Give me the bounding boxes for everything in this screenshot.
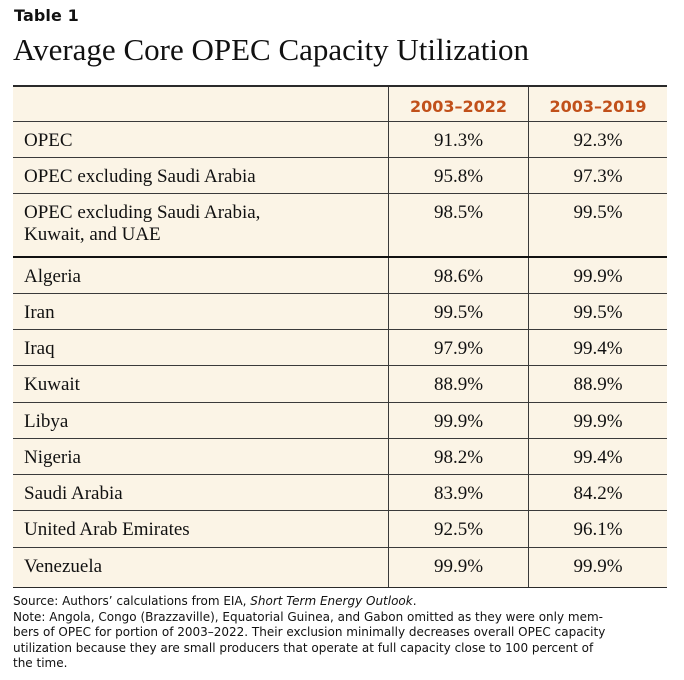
row-value-2003-2019: 99.4% (528, 330, 667, 365)
row-value-2003-2022: 95.8% (388, 158, 528, 193)
row-value-2003-2022: 88.9% (388, 366, 528, 402)
table-row: United Arab Emirates 92.5% 96.1% (13, 510, 667, 547)
table-row: Nigeria 98.2% 99.4% (13, 438, 667, 474)
source-prefix: Source: Authors’ calculations from EIA, (13, 594, 251, 608)
row-value-2003-2022: 92.5% (388, 511, 528, 547)
table-title: Average Core OPEC Capacity Utilization (13, 32, 529, 67)
header-cell-name (13, 87, 388, 121)
row-name: Iraq (24, 338, 55, 359)
row-value-2003-2019: 88.9% (528, 366, 667, 402)
row-value-2003-2022: 97.9% (388, 330, 528, 365)
note-line: bers of OPEC for portion of 2003–2022. T… (13, 625, 606, 639)
row-name: United Arab Emirates (24, 519, 190, 540)
table-header-row: 2003–2022 2003–2019 (13, 87, 667, 121)
table-row: Saudi Arabia 83.9% 84.2% (13, 474, 667, 510)
row-value-2003-2019: 99.9% (528, 548, 667, 587)
row-name: Saudi Arabia (24, 483, 123, 504)
row-name: Libya (24, 411, 69, 432)
row-value-2003-2019: 92.3% (528, 122, 667, 157)
table-row: Algeria 98.6% 99.9% (13, 256, 667, 293)
row-value-2003-2019: 99.4% (528, 439, 667, 474)
data-table: 2003–2022 2003–2019 OPEC 91.3% 92.3% OPE… (13, 85, 667, 588)
row-name: OPEC (24, 130, 73, 151)
table-row: Iraq 97.9% 99.4% (13, 329, 667, 365)
table-row: OPEC excluding Saudi Arabia, Kuwait, and… (13, 193, 667, 256)
row-value-2003-2022: 99.5% (388, 294, 528, 329)
table-row: Kuwait 88.9% 88.9% (13, 365, 667, 402)
row-value-2003-2019: 84.2% (528, 475, 667, 510)
row-value-2003-2022: 91.3% (388, 122, 528, 157)
row-name: Algeria (24, 266, 81, 287)
row-value-2003-2019: 99.9% (528, 258, 667, 293)
table-row: Libya 99.9% 99.9% (13, 402, 667, 438)
row-value-2003-2022: 98.6% (388, 258, 528, 293)
row-value-2003-2022: 83.9% (388, 475, 528, 510)
table-row: Iran 99.5% 99.5% (13, 293, 667, 329)
row-name-line2: Kuwait, and UAE (24, 224, 161, 245)
note-text: Note: Angola, Congo (Brazzaville), Equat… (13, 610, 673, 672)
row-value-2003-2022: 98.2% (388, 439, 528, 474)
source-suffix: . (412, 594, 417, 608)
row-value-2003-2019: 96.1% (528, 511, 667, 547)
row-name: Iran (24, 302, 55, 323)
row-value-2003-2019: 99.5% (528, 294, 667, 329)
row-name: OPEC excluding Saudi Arabia (24, 166, 256, 187)
row-value-2003-2022: 98.5% (388, 194, 528, 256)
row-name: Venezuela (24, 556, 103, 577)
table-row: OPEC excluding Saudi Arabia 95.8% 97.3% (13, 157, 667, 193)
row-name: OPEC excluding Saudi Arabia, Kuwait, and… (13, 194, 388, 256)
row-value-2003-2022: 99.9% (388, 403, 528, 438)
note-line: Note: Angola, Congo (Brazzaville), Equat… (13, 609, 603, 624)
table-row: OPEC 91.3% 92.3% (13, 121, 667, 157)
header-cell-2003-2022: 2003–2022 (388, 87, 528, 121)
row-value-2003-2019: 97.3% (528, 158, 667, 193)
row-value-2003-2019: 99.9% (528, 403, 667, 438)
row-name-line1: OPEC excluding Saudi Arabia, (24, 202, 261, 223)
source-note: Source: Authors’ calculations from EIA, … (13, 594, 673, 610)
note-line: utilization because they are small produ… (13, 640, 594, 655)
row-name: Kuwait (24, 374, 80, 395)
table-label: Table 1 (14, 6, 79, 25)
source-title: Short Term Energy Outlook (250, 594, 413, 608)
table-row: Venezuela 99.9% 99.9% (13, 547, 667, 587)
note-line: the time. (13, 656, 68, 670)
row-name: Nigeria (24, 447, 81, 468)
table-footer: Source: Authors’ calculations from EIA, … (13, 594, 673, 672)
row-value-2003-2019: 99.5% (528, 194, 667, 256)
header-cell-2003-2019: 2003–2019 (528, 87, 667, 121)
row-value-2003-2022: 99.9% (388, 548, 528, 587)
